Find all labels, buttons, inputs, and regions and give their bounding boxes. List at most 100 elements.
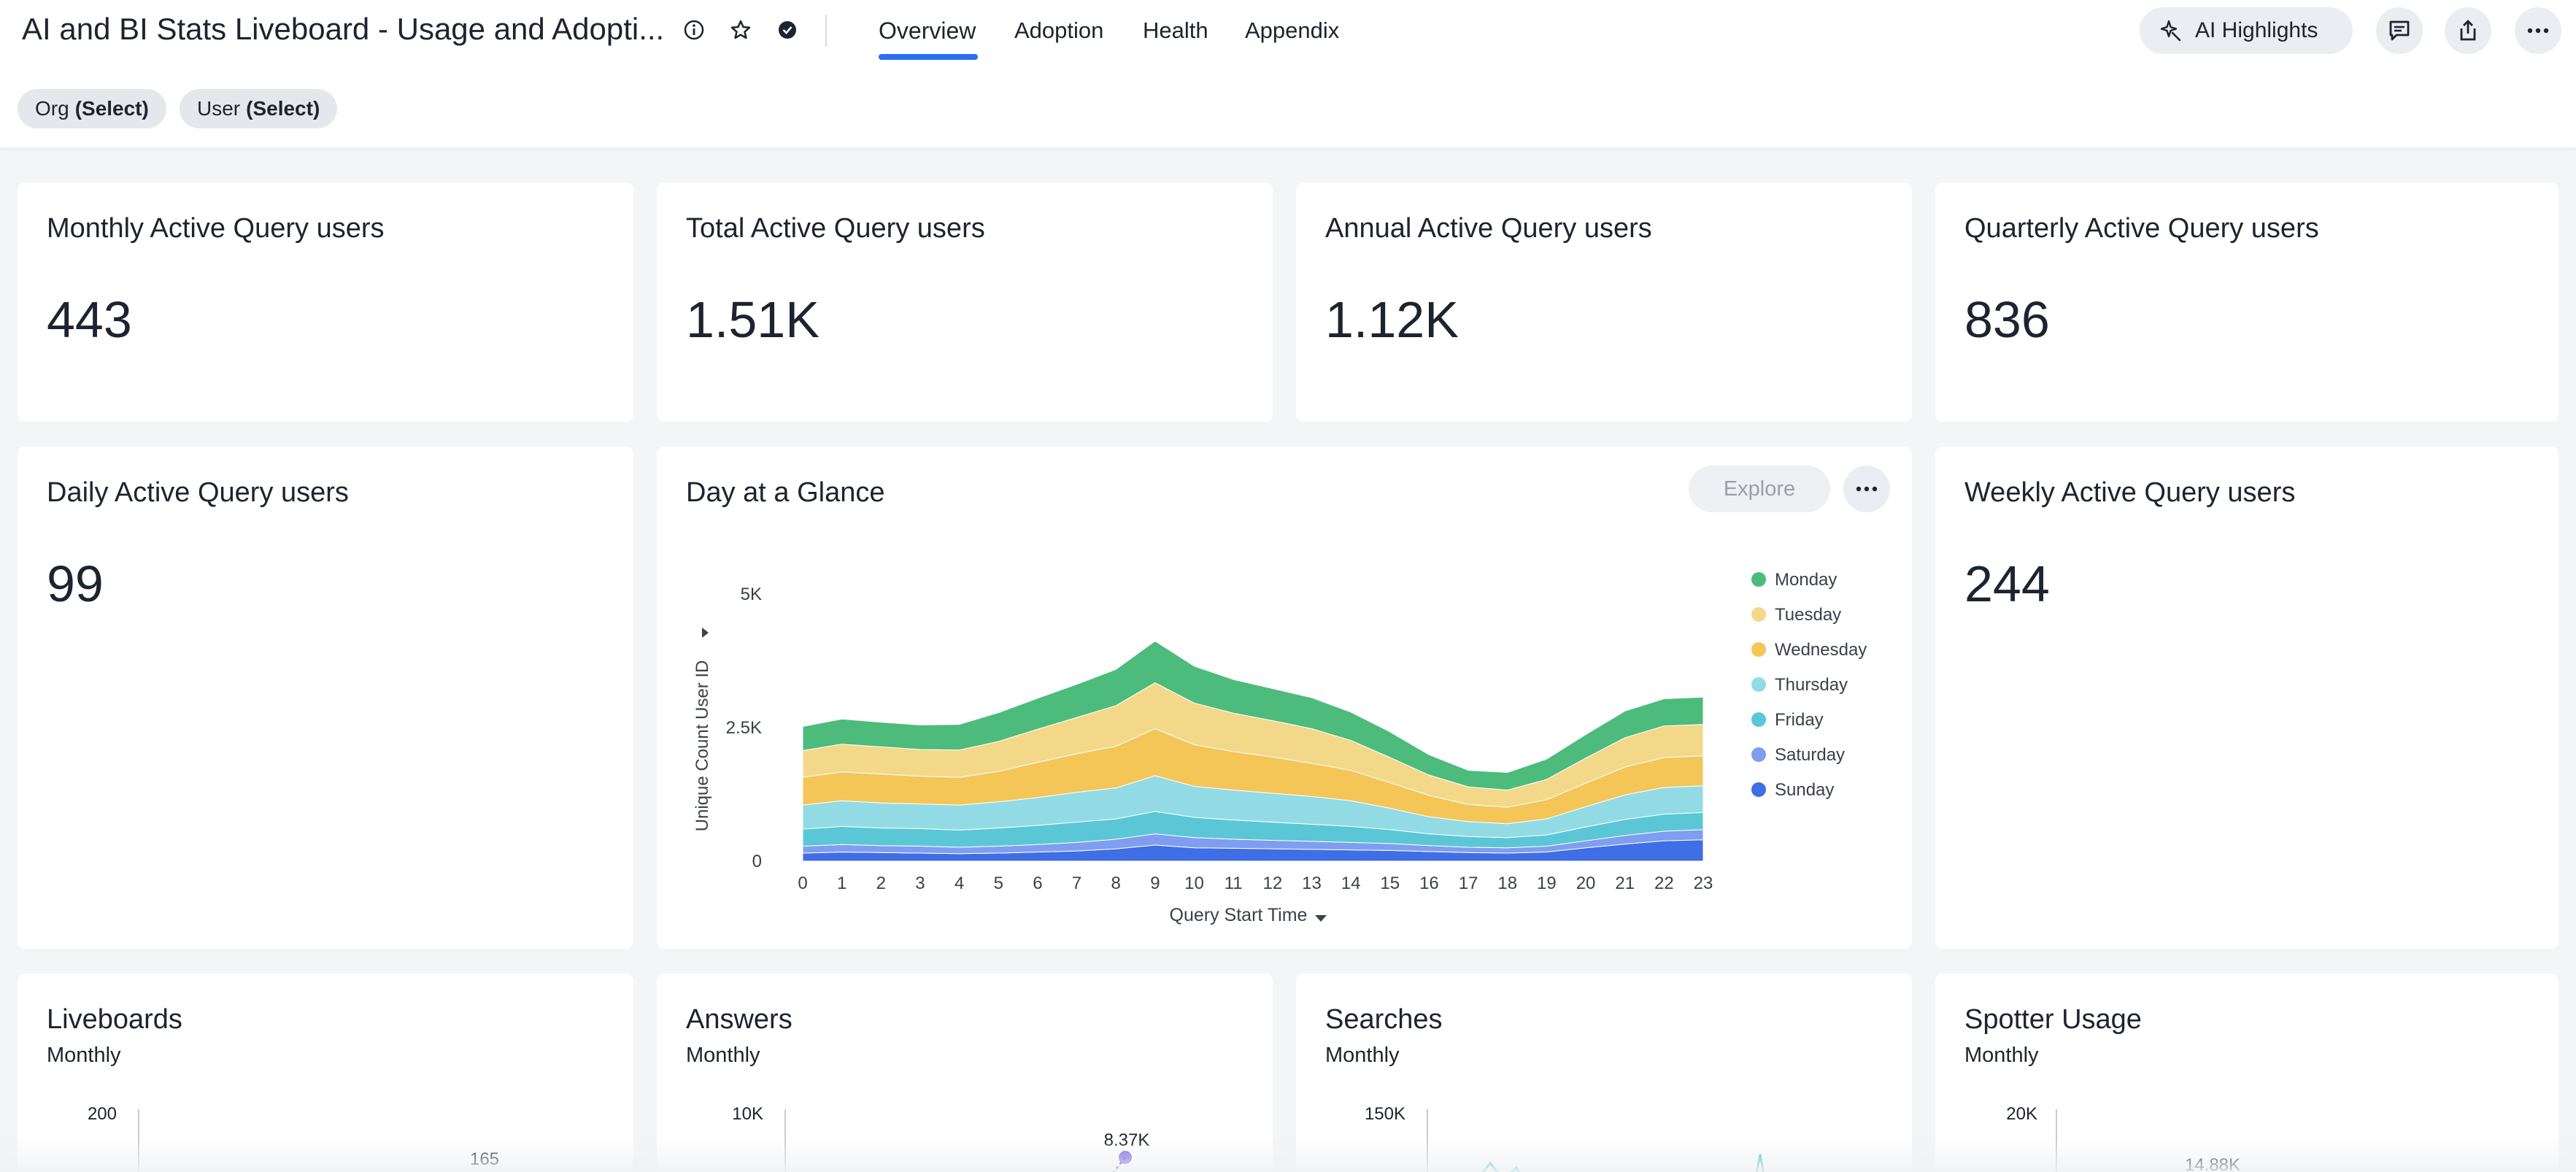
explore-button[interactable]: Explore (1689, 466, 1830, 512)
kpi-title: Daily Active Query users (47, 477, 349, 508)
x-tick-label: 9 (1150, 874, 1160, 893)
kpi-value: 1.51K (686, 291, 820, 348)
x-axis-label: Query Start Time (1170, 905, 1308, 925)
kpi-title: Quarterly Active Query users (1964, 213, 2319, 244)
series-line (1755, 1154, 1765, 1172)
user-filter-value: (Select) (246, 97, 320, 120)
x-tick-label: 12 (1262, 874, 1282, 893)
ai-highlights-button[interactable]: AI Highlights (2140, 7, 2353, 54)
comment-button[interactable] (2376, 7, 2423, 54)
legend-swatch (1751, 642, 1766, 657)
searches-card[interactable]: Searches Monthly 150K (1296, 974, 1912, 1172)
y-tick-label: 20K (2006, 1104, 2037, 1124)
chart-more-button[interactable] (1843, 466, 1890, 512)
tab-overview[interactable]: Overview (879, 18, 976, 44)
x-tick-label: 5 (994, 874, 1003, 893)
answers-card[interactable]: Answers Monthly 10K 8.37K (657, 974, 1273, 1172)
x-tick-label: 21 (1615, 874, 1635, 893)
legend-swatch (1751, 607, 1766, 622)
card-title: Searches (1325, 1004, 1443, 1035)
x-tick-label: 1 (837, 874, 847, 893)
answers-mini-chart: 10K 8.37K (732, 1104, 1150, 1172)
kpi-card-monthly[interactable]: Monthly Active Query users 443 (18, 182, 633, 422)
legend-swatch (1751, 782, 1766, 797)
day-at-a-glance-chart: 0 1 2 3 4 5 6 7 8 9 10 11 12 13 14 15 16 17 18 19 20 21 22 2302… (693, 570, 1867, 925)
area-series-monday (802, 640, 1704, 791)
x-tick-label: 8 (1111, 874, 1121, 893)
verified-icon[interactable] (775, 18, 800, 42)
top-bar: AI and BI Stats Liveboard - Usage and Ad… (0, 0, 2576, 147)
x-tick-label: 2 (876, 874, 886, 893)
kpi-value: 99 (47, 555, 104, 612)
star-icon[interactable] (728, 18, 753, 42)
card-title: Liveboards (47, 1004, 182, 1035)
series-line (1481, 1161, 1521, 1172)
kpi-card-annual[interactable]: Annual Active Query users 1.12K (1296, 182, 1912, 422)
y-axis-label: Unique Count User ID (693, 660, 712, 832)
share-icon (2460, 20, 2476, 41)
x-axis-dropdown-icon (1315, 915, 1327, 922)
x-tick-label: 20 (1576, 874, 1596, 893)
active-tab-indicator (879, 54, 978, 60)
data-label: 14.88K (2185, 1155, 2240, 1172)
data-label: 8.37K (1104, 1130, 1150, 1150)
kpi-card-daily[interactable]: Daily Active Query users 99 (18, 447, 633, 949)
card-subtitle: Monthly (1964, 1044, 2039, 1067)
legend-swatch (1751, 747, 1766, 762)
x-tick-label: 11 (1225, 874, 1243, 893)
user-filter-chip[interactable]: User (Select) (180, 89, 338, 128)
liveboards-mini-chart: 200 165 (88, 1104, 499, 1172)
card-subtitle: Monthly (686, 1044, 760, 1067)
legend-label: Wednesday (1775, 640, 1867, 660)
liveboards-card[interactable]: Liveboards Monthly 200 165 (18, 974, 633, 1172)
kpi-value: 1.12K (1325, 291, 1459, 348)
x-tick-label: 15 (1380, 874, 1400, 893)
x-tick-label: 23 (1694, 874, 1713, 893)
y-tick-label: 200 (88, 1104, 117, 1124)
y-tick-label: 2.5K (726, 718, 762, 738)
legend-label: Sunday (1775, 780, 1834, 800)
x-tick-label: 3 (915, 874, 925, 893)
kpi-title: Total Active Query users (686, 213, 985, 244)
card-title: Spotter Usage (1964, 1004, 2142, 1035)
spotter-mini-chart: 20K 14.88K (2006, 1104, 2240, 1172)
legend-label: Monday (1775, 570, 1837, 590)
x-tick-label: 22 (1654, 874, 1674, 893)
x-tick-label: 6 (1033, 874, 1042, 893)
x-tick-label: 19 (1537, 874, 1557, 893)
legend-swatch (1751, 677, 1766, 692)
ellipsis-icon (1856, 486, 1878, 492)
spotter-usage-card[interactable]: Spotter Usage Monthly 20K 14.88K (1935, 974, 2558, 1172)
card-subtitle: Monthly (47, 1044, 121, 1067)
legend-label: Saturday (1775, 745, 1845, 765)
org-filter-chip[interactable]: Org (Select) (18, 89, 166, 128)
org-filter-value: (Select) (74, 97, 149, 120)
kpi-title: Monthly Active Query users (47, 213, 385, 244)
tab-adoption[interactable]: Adoption (1014, 18, 1104, 43)
legend-swatch (1751, 712, 1766, 727)
kpi-title: Weekly Active Query users (1964, 477, 2296, 508)
card-subtitle: Monthly (1325, 1044, 1400, 1067)
x-tick-label: 18 (1497, 874, 1517, 893)
x-tick-label: 10 (1184, 874, 1204, 893)
share-button[interactable] (2445, 7, 2491, 54)
more-options-button[interactable] (2515, 7, 2561, 54)
data-label: 165 (470, 1149, 499, 1169)
y-axis-dropdown-icon (702, 628, 709, 638)
info-icon[interactable] (682, 18, 706, 42)
kpi-card-total[interactable]: Total Active Query users 1.51K (657, 182, 1273, 422)
kpi-card-weekly[interactable]: Weekly Active Query users 244 (1935, 447, 2558, 949)
x-tick-label: 17 (1459, 874, 1478, 893)
x-tick-label: 7 (1072, 874, 1081, 893)
legend-label: Tuesday (1775, 605, 1841, 625)
y-tick-label: 5K (741, 585, 762, 604)
kpi-value: 443 (47, 291, 132, 348)
legend-label: Thursday (1775, 675, 1848, 695)
day-at-a-glance-card[interactable]: Day at a Glance Explore 0 1 2 3 4 5 6 7 8 9 10 11 12… (657, 447, 1912, 949)
ai-highlights-label: AI Highlights (2195, 18, 2318, 42)
kpi-card-quarterly[interactable]: Quarterly Active Query users 836 (1935, 182, 2558, 422)
kpi-title: Annual Active Query users (1325, 213, 1652, 244)
tab-appendix[interactable]: Appendix (1245, 18, 1340, 43)
tab-health[interactable]: Health (1143, 18, 1208, 43)
y-tick-label: 0 (752, 852, 762, 871)
